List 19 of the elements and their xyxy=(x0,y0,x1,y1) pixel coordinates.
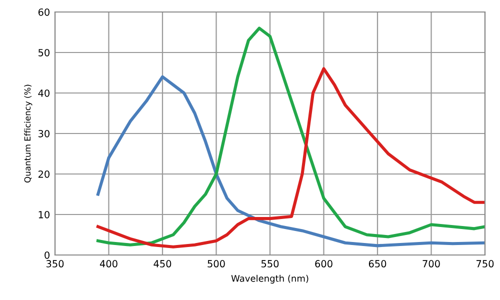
y-tick-label: 0 xyxy=(44,251,50,259)
x-tick-label: 700 xyxy=(422,260,440,268)
x-tick-label: 400 xyxy=(100,260,118,268)
y-tick-label: 20 xyxy=(38,170,50,178)
y-tick-label: 40 xyxy=(38,89,50,97)
line-series xyxy=(96,26,485,246)
x-tick-label: 550 xyxy=(261,260,279,268)
x-tick-label: 750 xyxy=(476,260,494,268)
x-axis-title: Wavelength (nm) xyxy=(231,274,308,284)
x-tick-label: 600 xyxy=(315,260,332,268)
y-axis-title: Quantum Efficiency (%) xyxy=(24,84,32,182)
y-tick-label: 10 xyxy=(38,210,50,218)
x-tick-label: 350 xyxy=(46,260,64,268)
y-tick-label: 60 xyxy=(38,8,50,16)
y-tick-label: 30 xyxy=(38,130,50,138)
x-tick-label: 650 xyxy=(368,260,386,268)
x-tick-label: 500 xyxy=(208,260,225,268)
x-tick-label: 450 xyxy=(154,260,172,268)
y-tick-label: 50 xyxy=(38,48,50,56)
